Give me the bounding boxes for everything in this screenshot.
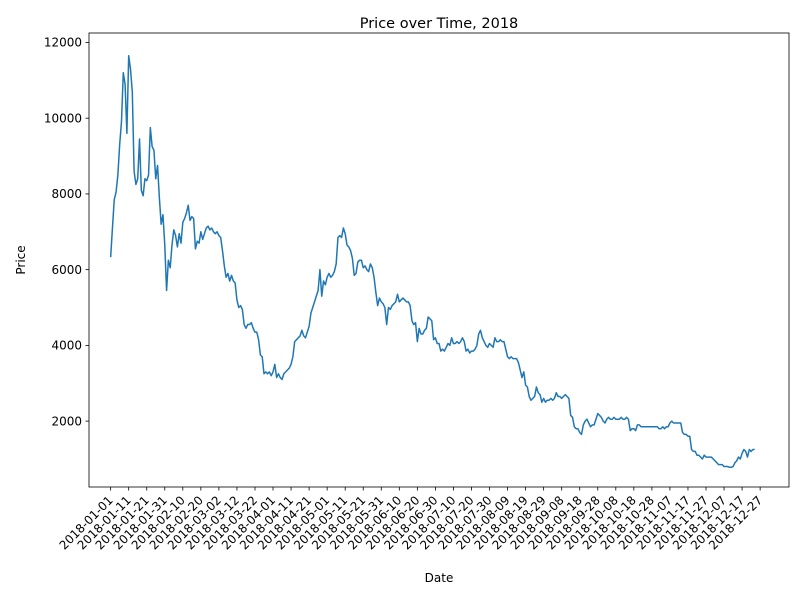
y-tick-label: 8000 — [51, 187, 82, 201]
x-axis-ticks: 2018-01-012018-01-112018-01-212018-01-31… — [57, 487, 765, 552]
y-tick-label: 12000 — [44, 36, 82, 50]
series-line-0 — [109, 54, 755, 469]
y-tick-label: 2000 — [51, 414, 82, 428]
y-axis-title: Price — [14, 245, 28, 274]
y-tick-label: 4000 — [51, 339, 82, 353]
y-tick-label: 6000 — [51, 263, 82, 277]
x-axis-title: Date — [425, 571, 454, 585]
y-axis-ticks: 2000 4000 6000 8000 10000 12000 — [44, 36, 89, 428]
chart-title: Price over Time, 2018 — [360, 16, 519, 32]
y-tick-label: 10000 — [44, 111, 82, 125]
axes-frame — [88, 32, 790, 488]
plot-area — [109, 54, 755, 469]
